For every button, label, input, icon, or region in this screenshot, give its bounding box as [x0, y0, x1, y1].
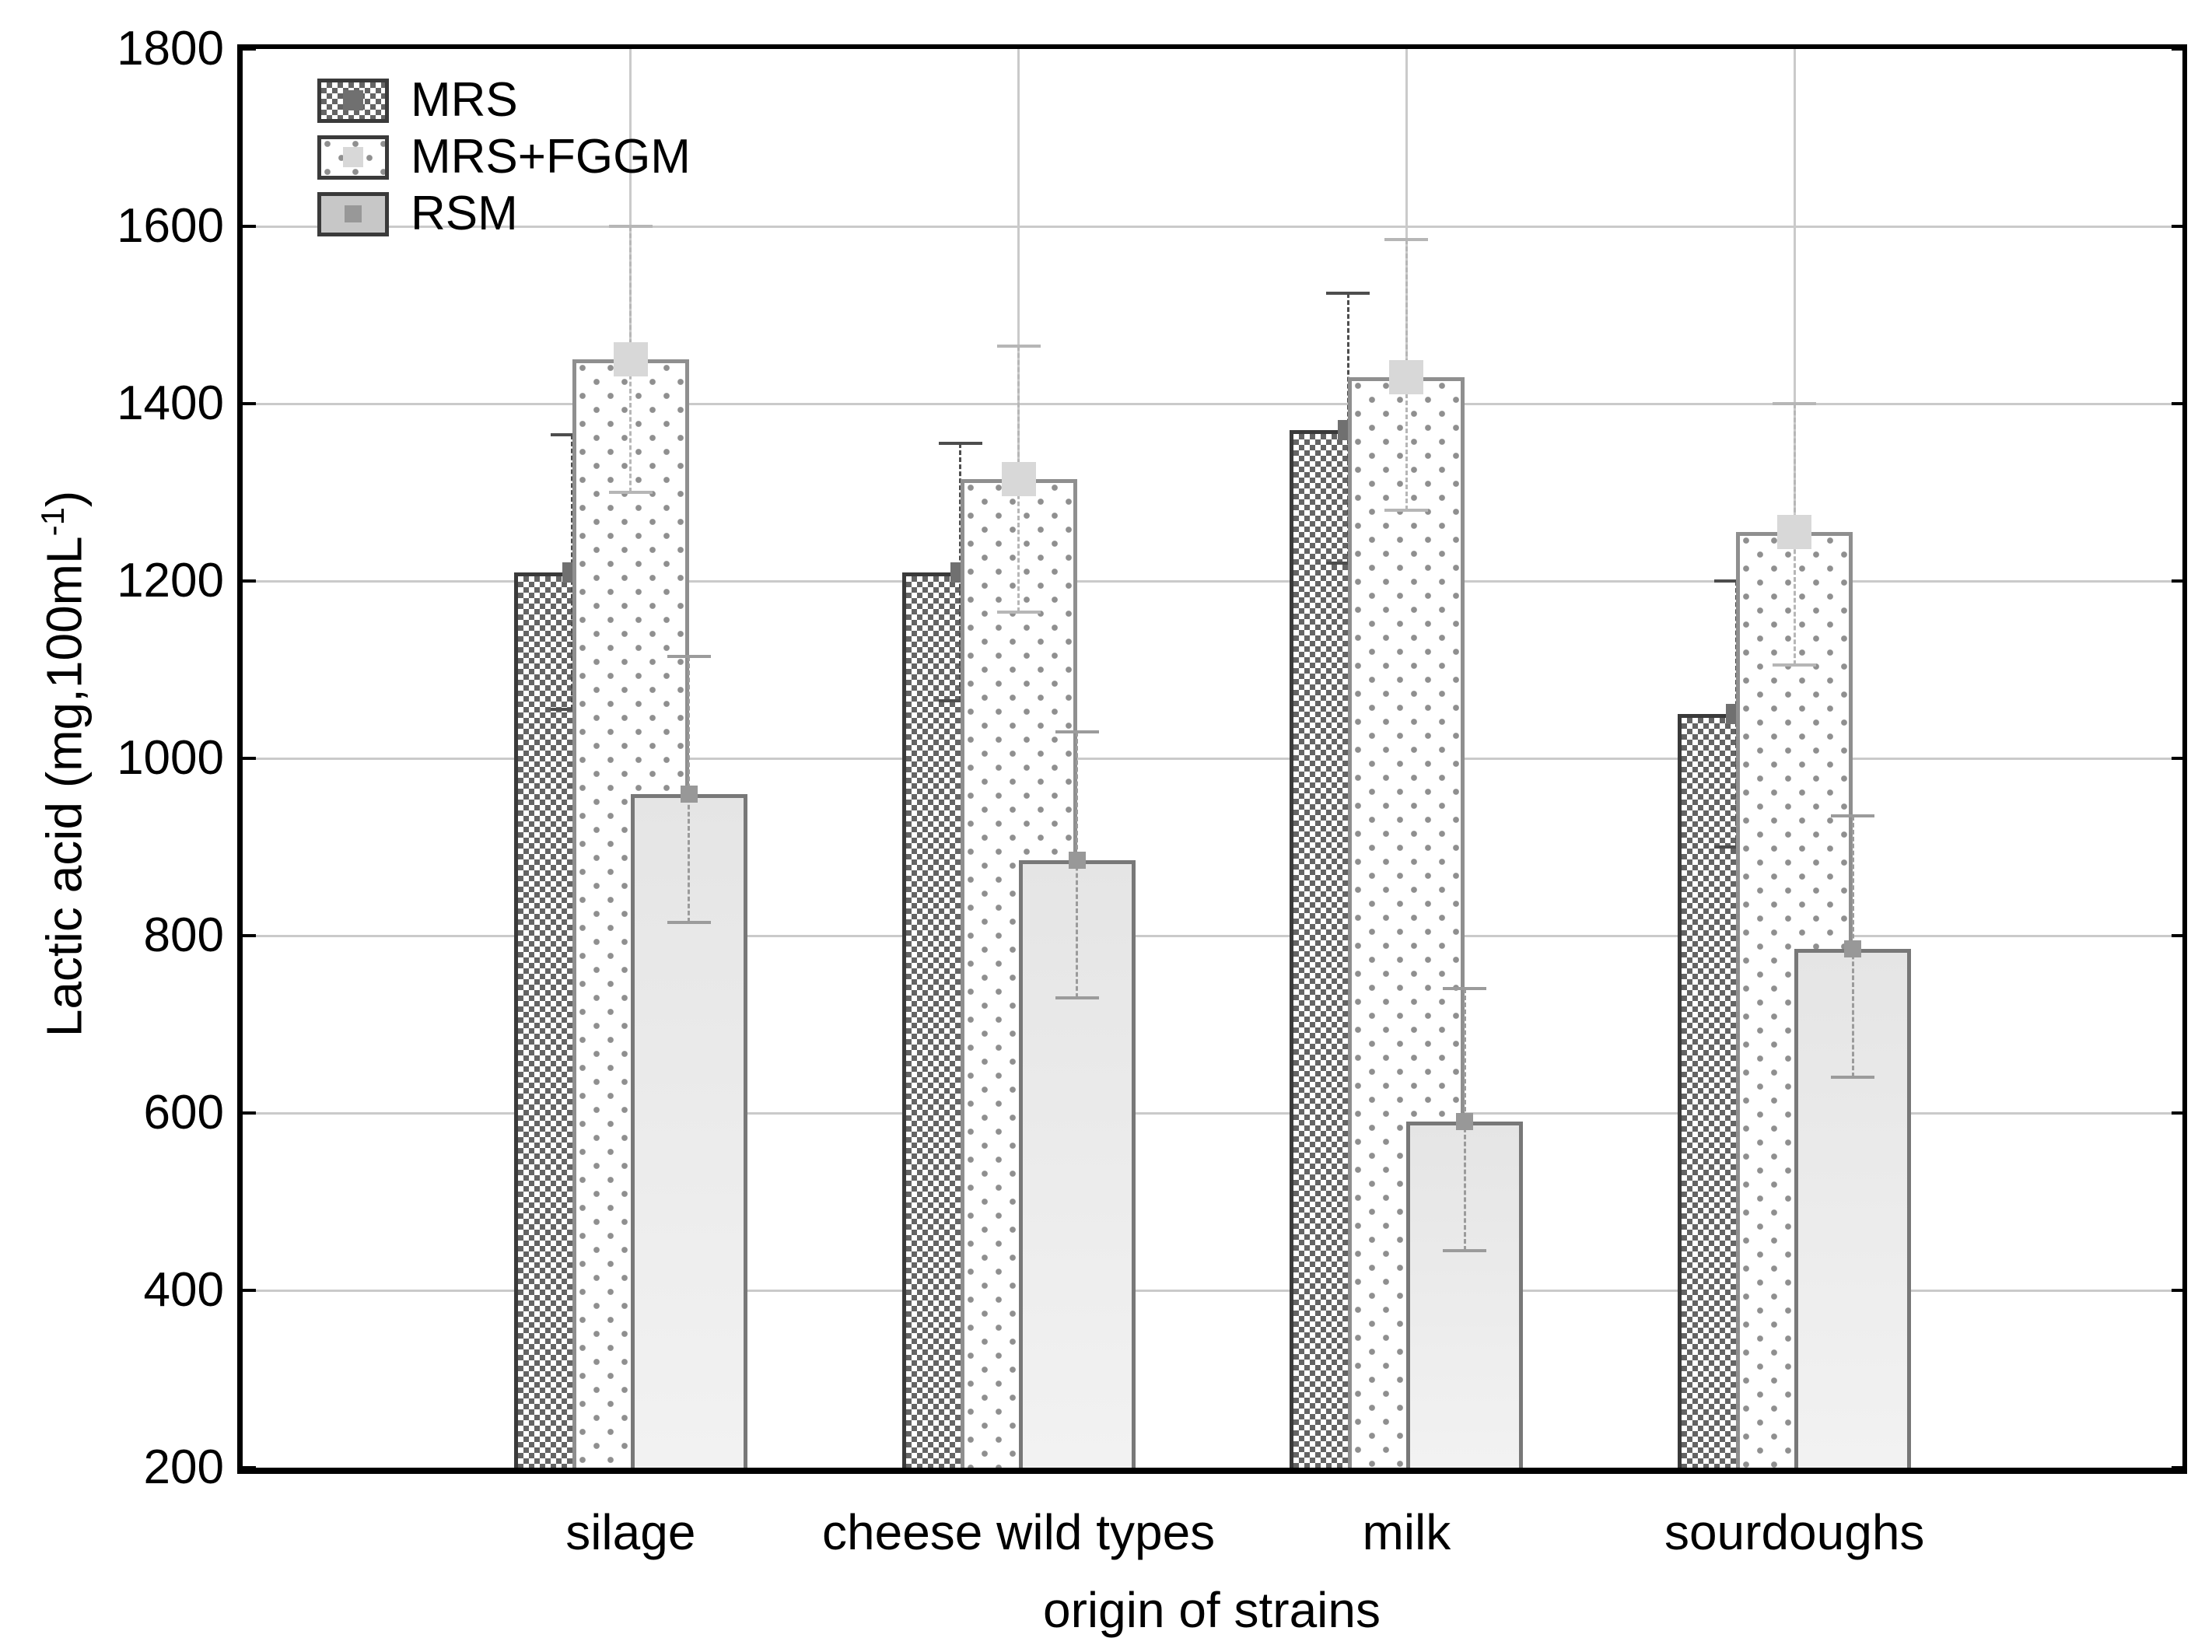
y-tick-mark-right [2172, 934, 2182, 937]
legend-item-rsm: RSM [317, 190, 691, 238]
horizontal-gridline [243, 225, 2182, 228]
error-bar-upper-cap [1055, 730, 1099, 733]
y-tick-mark-right [2172, 1466, 2182, 1469]
y-tick-mark [243, 1466, 256, 1469]
error-bar-lower-cap [1384, 508, 1429, 512]
series-marker [1844, 940, 1862, 958]
y-tick-label: 800 [143, 908, 224, 962]
horizontal-gridline [243, 579, 2182, 583]
series-marker [1389, 359, 1424, 394]
y-tick-mark [243, 402, 256, 405]
legend-swatch-marker [343, 147, 363, 167]
y-tick-mark-right [2172, 1289, 2182, 1292]
x-tick-label: silage [565, 1504, 696, 1560]
y-tick-mark-right [2172, 757, 2182, 760]
horizontal-gridline [243, 934, 2182, 937]
error-bar-lower-cap [1443, 1248, 1487, 1252]
legend: MRS MRS+FGGM RSM [317, 76, 691, 247]
y-axis-title-main: Lactic acid (mg,100mL [36, 536, 93, 1038]
legend-swatch-dots [317, 135, 389, 180]
legend-swatch-checker [317, 78, 389, 123]
legend-swatch-marker [343, 90, 363, 110]
error-bar-lower-cap [1831, 1076, 1875, 1080]
y-tick-mark-right [2172, 225, 2182, 228]
y-tick-label: 200 [143, 1440, 224, 1494]
y-tick-mark-right [2172, 402, 2182, 405]
x-axis-title: origin of strains [1043, 1582, 1381, 1638]
y-tick-label: 600 [143, 1086, 224, 1139]
y-tick-label: 1600 [117, 199, 224, 253]
error-bar-upper-cap [1384, 238, 1429, 242]
legend-label: RSM [411, 187, 518, 240]
y-tick-mark-right [2172, 1111, 2182, 1115]
series-marker [613, 342, 648, 376]
error-bar-upper-cap [1326, 291, 1370, 295]
series-marker [1456, 1113, 1474, 1131]
y-tick-mark [243, 934, 256, 937]
y-tick-mark [243, 47, 256, 51]
horizontal-gridline [243, 402, 2182, 405]
y-tick-mark [243, 1289, 256, 1292]
error-bar-lower-cap [667, 920, 711, 924]
series-marker [1068, 852, 1086, 870]
y-axis-title-close: ) [36, 490, 93, 508]
error-bar-upper-cap [938, 442, 982, 446]
y-tick-mark-right [2172, 579, 2182, 583]
legend-label: MRS+FGGM [411, 130, 691, 184]
horizontal-gridline [243, 1111, 2182, 1115]
x-tick-label: milk [1362, 1504, 1451, 1560]
error-bar-upper-cap [608, 225, 653, 228]
horizontal-gridline [243, 757, 2182, 760]
legend-item-mrs: MRS [317, 76, 691, 124]
legend-label: MRS [411, 73, 518, 127]
y-tick-label: 400 [143, 1263, 224, 1317]
y-tick-mark [243, 1111, 256, 1115]
y-axis-title-superscript: -1 [34, 507, 71, 537]
y-tick-mark [243, 225, 256, 228]
y-tick-mark-right [2172, 47, 2182, 51]
x-tick-label: cheese wild types [822, 1504, 1216, 1560]
error-bar-lower-cap [1773, 663, 1817, 667]
error-bar-lower-cap [1055, 996, 1099, 999]
legend-swatch-solid-dark [317, 191, 389, 236]
y-tick-label: 1000 [117, 731, 224, 785]
plot-inner [243, 47, 2182, 1469]
error-bar-upper-cap [1773, 402, 1817, 405]
series-marker [680, 785, 698, 803]
y-tick-mark [243, 579, 256, 583]
error-bar-lower-cap [996, 610, 1041, 614]
error-bar-upper-cap [1443, 987, 1487, 991]
y-tick-label: 1400 [117, 376, 224, 430]
error-bar-upper-cap [1831, 814, 1875, 818]
y-tick-label: 1800 [117, 22, 224, 75]
series-marker [1777, 515, 1812, 550]
error-bar-upper-cap [667, 654, 711, 658]
error-bar-upper-cap [996, 344, 1041, 348]
legend-item-mrs-fggm: MRS+FGGM [317, 133, 691, 181]
horizontal-gridline [243, 1289, 2182, 1292]
plot-area: MRS MRS+FGGM RSM [237, 44, 2187, 1474]
legend-swatch-marker [345, 205, 362, 222]
series-marker [1001, 461, 1036, 496]
x-tick-label: sourdoughs [1664, 1504, 1925, 1560]
error-bar-lower-cap [608, 491, 653, 494]
y-tick-mark [243, 757, 256, 760]
y-tick-label: 1200 [117, 554, 224, 607]
